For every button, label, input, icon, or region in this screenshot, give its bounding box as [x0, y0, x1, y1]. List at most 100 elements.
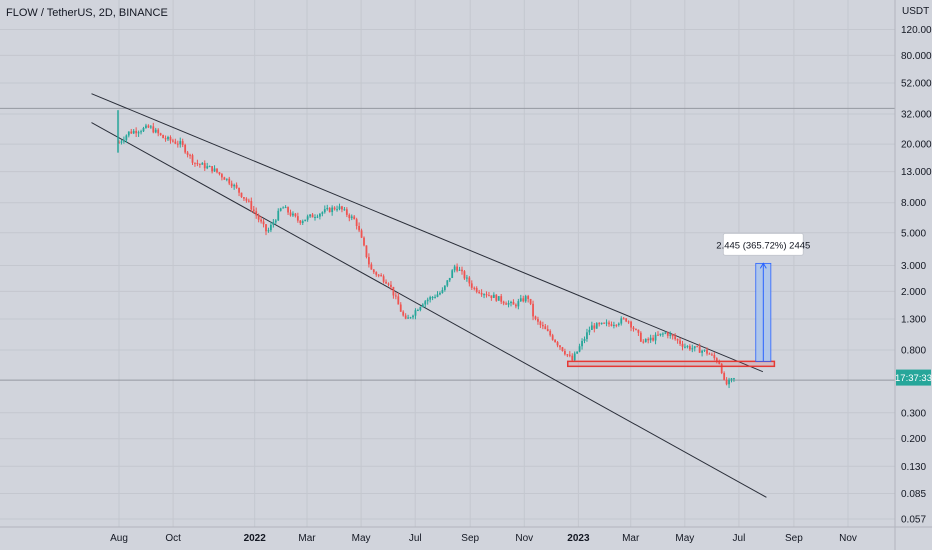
candle-body	[426, 299, 429, 302]
candle-body	[189, 154, 191, 156]
x-tick-label: 2022	[244, 533, 267, 544]
y-tick-label: 80.000	[901, 51, 932, 62]
candle-body	[311, 214, 314, 218]
candle-body	[147, 125, 150, 128]
candle-body	[243, 197, 245, 199]
candle-body	[532, 303, 534, 317]
candle-body	[539, 321, 542, 325]
symbol-title: FLOW / TetherUS, 2D, BINANCE	[6, 7, 168, 19]
candle-body	[681, 343, 684, 347]
candle-body	[581, 340, 583, 347]
candle-body	[387, 283, 390, 285]
x-tick-label: Nov	[839, 533, 857, 544]
candle-body	[267, 230, 270, 232]
candle-body	[424, 301, 427, 305]
candle-body	[537, 318, 539, 322]
candle-body	[485, 294, 488, 296]
candle-body	[167, 136, 169, 140]
candle-body	[573, 353, 576, 361]
candle-body	[468, 277, 471, 284]
candle-body	[392, 286, 395, 296]
candle-body	[154, 129, 157, 133]
candle-body	[350, 216, 353, 219]
candle-body	[341, 206, 343, 210]
candle-body	[488, 295, 490, 297]
candle-body	[723, 373, 726, 380]
candle-body	[519, 298, 522, 302]
candle-body	[448, 277, 451, 281]
candle-body	[270, 224, 272, 231]
candle-body	[652, 337, 654, 341]
candle-body	[196, 163, 199, 165]
candle-body	[527, 296, 530, 299]
candle-body	[255, 211, 258, 216]
y-tick-label: 20.000	[901, 140, 932, 151]
candle-body	[561, 347, 564, 351]
candle-body	[549, 330, 552, 336]
currency-label: USDT	[902, 6, 930, 17]
candle-body	[588, 329, 591, 333]
candle-body	[130, 131, 133, 134]
candle-body	[617, 323, 620, 325]
candle-body	[382, 276, 385, 282]
candle-body	[568, 354, 571, 356]
candle-body	[666, 332, 669, 336]
x-tick-label: Jul	[409, 533, 422, 544]
candle-body	[644, 338, 647, 342]
trendline-upper	[91, 93, 764, 373]
candle-body	[718, 361, 721, 364]
y-tick-label: 13.000	[901, 167, 932, 178]
x-tick-label: Oct	[165, 533, 181, 544]
candle-body	[443, 285, 446, 290]
x-tick-label: Nov	[515, 533, 533, 544]
x-tick-label: Jul	[733, 533, 746, 544]
candle-body	[247, 200, 250, 202]
candle-body	[181, 141, 184, 145]
candle-body	[328, 207, 331, 213]
candle-body	[358, 225, 360, 231]
candle-body	[546, 329, 549, 331]
candle-body	[659, 333, 662, 336]
x-tick-label: Sep	[785, 533, 803, 544]
candle-body	[693, 346, 696, 349]
candle-body	[394, 295, 397, 297]
candle-body	[483, 294, 485, 296]
y-tick-label: 0.057	[901, 515, 926, 526]
candle-body	[223, 177, 226, 180]
candle-body	[216, 168, 218, 173]
candle-body	[208, 166, 211, 168]
candle-body	[149, 126, 152, 128]
y-tick-label: 1.300	[901, 314, 926, 325]
candle-body	[728, 379, 730, 385]
candle-body	[615, 324, 618, 326]
candle-body	[541, 324, 544, 327]
candle-body	[453, 266, 456, 271]
candle-body	[292, 213, 294, 216]
candle-body	[333, 207, 336, 210]
candle-body	[576, 351, 579, 354]
candle-body	[593, 325, 596, 329]
x-tick-label: May	[352, 533, 371, 544]
candle-body	[639, 332, 642, 342]
candle-body	[559, 345, 561, 348]
candle-body	[632, 327, 635, 330]
candle-body	[630, 321, 632, 328]
candle-body	[529, 298, 532, 304]
candle-body	[245, 198, 248, 201]
x-tick-label: Mar	[298, 533, 316, 544]
price-badge	[896, 369, 931, 386]
candle-body	[225, 178, 228, 180]
candle-body	[385, 281, 387, 284]
y-tick-label: 0.085	[901, 489, 926, 500]
candle-body	[686, 346, 689, 348]
candle-body	[703, 349, 706, 351]
candle-body	[179, 141, 182, 145]
candle-body	[733, 378, 735, 380]
candle-body	[571, 355, 574, 361]
candle-body	[436, 294, 439, 297]
candle-body	[407, 317, 409, 319]
candle-body	[684, 346, 686, 348]
x-tick-label: 2023	[567, 533, 590, 544]
candle-body	[399, 304, 402, 312]
